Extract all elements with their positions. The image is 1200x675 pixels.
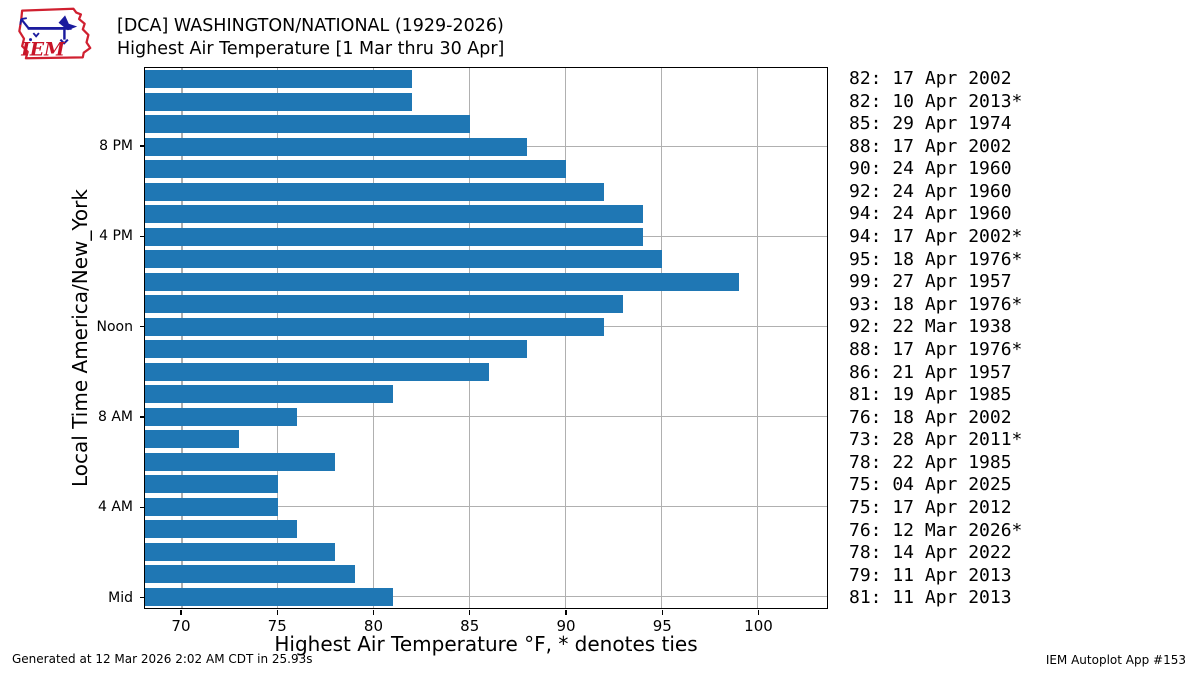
x-tick-mark <box>469 610 471 615</box>
y-axis-tick-label: 4 AM <box>97 499 133 516</box>
record-annotation: 75: 17 Apr 2012 <box>849 496 1012 518</box>
logo-text: IEM <box>20 38 66 60</box>
bar <box>145 452 336 471</box>
y-tick-mark <box>139 416 144 418</box>
bar <box>145 430 240 449</box>
y-axis-tick-label: Mid <box>108 589 133 606</box>
page-title: [DCA] WASHINGTON/NATIONAL (1929-2026) <box>117 16 504 36</box>
y-tick-mark <box>139 326 144 328</box>
gridline-vertical <box>277 68 279 608</box>
record-annotation: 95: 18 Apr 1976* <box>849 248 1023 270</box>
bar <box>145 115 470 134</box>
record-annotation: 79: 11 Apr 2013 <box>849 564 1012 586</box>
x-tick-mark <box>276 610 278 615</box>
gridline-vertical <box>565 68 567 608</box>
iem-logo: IEM <box>18 7 92 60</box>
record-annotation: 76: 12 Mar 2026* <box>849 519 1023 541</box>
record-annotation: 82: 10 Apr 2013* <box>849 90 1023 112</box>
gridline-vertical <box>469 68 471 608</box>
record-annotation: 85: 29 Apr 1974 <box>849 113 1012 135</box>
y-axis-tick-label: 4 PM <box>99 228 133 245</box>
record-annotation: 94: 24 Apr 1960 <box>849 203 1012 225</box>
page-subtitle: Highest Air Temperature [1 Mar thru 30 A… <box>117 38 505 59</box>
y-axis-tick-label: 8 PM <box>99 138 133 155</box>
record-annotation: 88: 17 Apr 2002 <box>849 135 1012 157</box>
x-axis-tick-label: 70 <box>171 617 191 635</box>
x-axis-tick-label: 85 <box>460 617 480 635</box>
bar <box>145 295 624 314</box>
x-axis: 70 75 80 85 90 95 100 <box>144 609 828 643</box>
bar <box>145 227 643 246</box>
y-tick-mark <box>139 597 144 599</box>
gridline-vertical <box>181 68 183 608</box>
record-annotation: 88: 17 Apr 1976* <box>849 338 1023 360</box>
y-axis-tick-label: 8 AM <box>97 409 133 426</box>
x-tick-mark <box>372 610 375 615</box>
record-annotation: 82: 17 Apr 2002 <box>849 68 1012 89</box>
gridline-horizontal <box>145 596 827 598</box>
record-annotation: 75: 04 Apr 2025 <box>849 474 1012 496</box>
bar <box>145 340 528 359</box>
record-annotation: 99: 27 Apr 1957 <box>849 271 1012 293</box>
bar <box>145 272 739 291</box>
y-tick-mark <box>139 506 144 509</box>
x-axis-tick-label: 90 <box>556 617 576 635</box>
bar <box>145 137 528 156</box>
record-annotation: 81: 11 Apr 2013 <box>849 587 1012 609</box>
gridline-vertical <box>757 68 759 608</box>
x-axis-tick-label: 75 <box>267 617 287 635</box>
bar <box>145 542 336 561</box>
footer-app-id: IEM Autoplot App #153 <box>1045 653 1186 667</box>
gridline-horizontal <box>145 506 827 508</box>
bar <box>145 587 393 606</box>
gridline-vertical <box>661 68 663 608</box>
x-tick-mark <box>565 610 567 615</box>
bar <box>145 407 298 426</box>
bar <box>145 205 643 224</box>
bar <box>145 160 566 179</box>
record-annotation: 92: 24 Apr 1960 <box>849 180 1012 202</box>
title-block: [DCA] WASHINGTON/NATIONAL (1929-2026) Hi… <box>117 15 504 60</box>
bar <box>145 385 393 404</box>
iowa-outline <box>18 7 92 60</box>
bar <box>145 475 278 494</box>
bar <box>145 317 605 336</box>
record-annotation: 73: 28 Apr 2011* <box>849 429 1023 451</box>
x-axis-tick-label: 95 <box>652 617 672 635</box>
record-annotation: 90: 24 Apr 1960 <box>849 158 1012 180</box>
record-annotation: 93: 18 Apr 1976* <box>849 293 1023 315</box>
y-tick-mark <box>139 235 144 238</box>
plot-area <box>144 67 828 609</box>
bar <box>145 565 355 584</box>
record-list: 82: 17 Apr 2002 82: 10 Apr 2013* 85: 29 Ap… <box>849 68 1199 610</box>
x-axis-label: Highest Air Temperature °F, * denotes ti… <box>274 632 698 656</box>
gridline-vertical <box>373 68 375 608</box>
x-axis-tick-label: 100 <box>744 617 773 635</box>
gridline-horizontal <box>145 416 827 418</box>
y-tick-mark <box>139 145 144 147</box>
x-tick-mark <box>757 610 760 615</box>
bar <box>145 182 605 201</box>
record-annotation: 81: 19 Apr 1985 <box>849 384 1012 406</box>
record-annotation: 78: 14 Apr 2022 <box>849 542 1012 564</box>
bar <box>145 362 489 381</box>
x-tick-mark <box>661 610 663 615</box>
bar <box>145 520 298 539</box>
record-annotation: 94: 17 Apr 2002* <box>849 226 1023 248</box>
bar <box>145 92 413 111</box>
footer-generated: Generated at 12 Mar 2026 2:02 AM CDT in … <box>12 652 313 666</box>
record-annotation: 76: 18 Apr 2002 <box>849 406 1012 428</box>
y-axis-tick-label: Noon <box>96 318 133 335</box>
x-axis-tick-label: 80 <box>363 617 384 635</box>
record-annotation: 78: 22 Apr 1985 <box>849 451 1012 473</box>
x-tick-mark <box>180 610 182 615</box>
bar <box>145 497 278 516</box>
record-annotation: 86: 21 Apr 1957 <box>849 361 1012 383</box>
bar <box>145 250 662 269</box>
y-axis: 8 PM 4 PM Noon 8 AM 4 AM Mid <box>0 67 144 609</box>
bar <box>145 70 413 89</box>
record-annotation: 92: 22 Mar 1938 <box>849 316 1012 338</box>
